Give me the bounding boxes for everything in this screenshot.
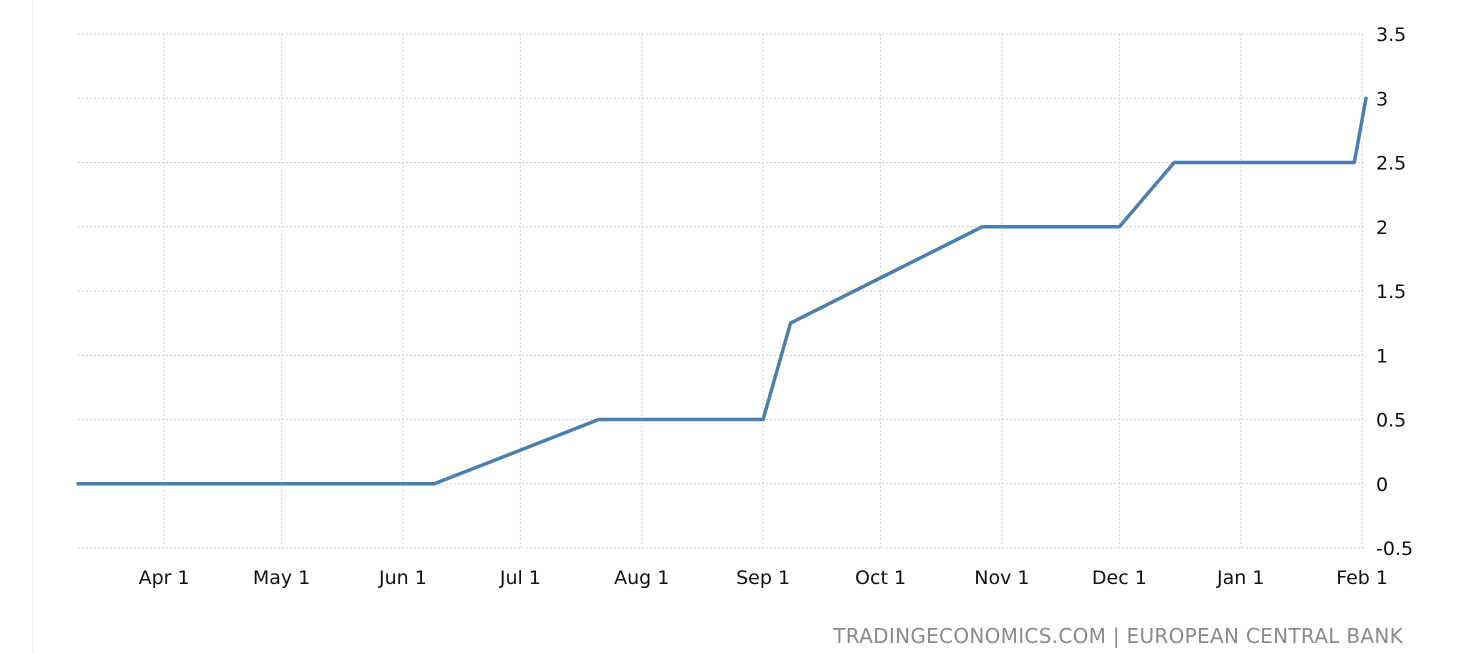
x-tick-label: Sep 1: [736, 567, 790, 589]
y-axis-ticks: 3.5 3 2.5 2 1.5 1 0.5 0 -0.5: [1376, 24, 1413, 560]
x-tick-label: Jul 1: [499, 567, 541, 589]
y-tick-label: 2: [1376, 217, 1388, 239]
x-tick-label: May 1: [253, 567, 310, 589]
y-tick-label: 3: [1376, 88, 1388, 110]
y-tick-label: 3.5: [1376, 24, 1406, 46]
x-tick-label: Feb 1: [1336, 567, 1388, 589]
left-border: [32, 0, 33, 653]
x-tick-label: Nov 1: [974, 567, 1029, 589]
y-tick-label: -0.5: [1376, 538, 1413, 560]
x-tick-label: Jun 1: [378, 567, 427, 589]
x-axis-ticks: Apr 1 May 1 Jun 1 Jul 1 Aug 1 Sep 1 Oct 1 Nov 1…: [139, 567, 1388, 589]
series-line: [76, 96, 1368, 486]
x-tick-label: Oct 1: [855, 567, 906, 589]
y-tick-label: 1: [1376, 345, 1388, 367]
y-tick-label: 1.5: [1376, 281, 1406, 303]
x-tick-label: Dec 1: [1092, 567, 1147, 589]
y-tick-label: 2.5: [1376, 153, 1406, 175]
x-tick-label: Apr 1: [139, 567, 190, 589]
source-credit: TRADINGECONOMICS.COM | EUROPEAN CENTRAL …: [833, 624, 1403, 648]
y-tick-label: 0.5: [1376, 410, 1406, 432]
x-tick-label: Jan 1: [1216, 567, 1264, 589]
y-tick-label: 0: [1376, 474, 1388, 496]
series-layer: [76, 96, 1368, 486]
x-tick-label: Aug 1: [614, 567, 669, 589]
grid-lines: [78, 33, 1366, 549]
